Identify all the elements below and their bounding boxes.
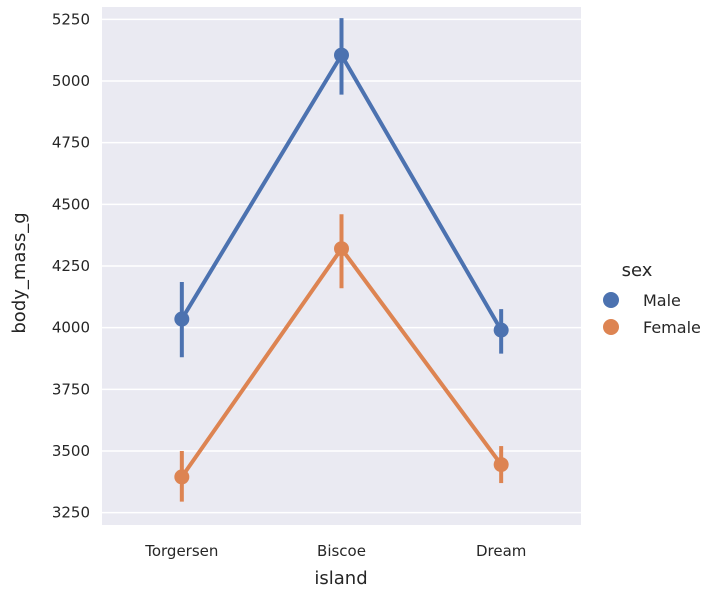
series-layer xyxy=(174,18,509,502)
y-tick-label: 3500 xyxy=(52,442,90,460)
legend-label: Female xyxy=(643,318,701,337)
y-tick-labels: 3250 3500 3750 4000 4250 4500 4750 5000 5250 xyxy=(52,10,90,521)
data-point xyxy=(334,241,349,257)
y-tick-label: 5000 xyxy=(52,72,90,90)
y-tick-label: 4250 xyxy=(52,257,90,275)
legend-title: sex xyxy=(622,260,653,281)
y-tick-label: 3250 xyxy=(52,504,90,522)
legend-label: Male xyxy=(643,291,681,310)
y-tick-label: 3750 xyxy=(52,380,90,398)
y-tick-label: 4500 xyxy=(52,195,90,213)
series-male xyxy=(174,18,509,358)
data-point xyxy=(174,311,190,327)
x-tick-label: Biscoe xyxy=(317,542,366,560)
x-tick-label: Dream xyxy=(476,542,526,560)
data-point xyxy=(174,469,190,485)
y-axis-label: body_mass_g xyxy=(9,212,30,333)
data-point xyxy=(493,322,509,338)
x-axis-label: island xyxy=(314,568,367,589)
legend-marker xyxy=(603,292,619,308)
data-point xyxy=(334,47,349,63)
x-tick-label: Torgersen xyxy=(144,542,218,560)
y-tick-label: 4000 xyxy=(52,319,90,337)
y-tick-label: 5250 xyxy=(52,10,90,28)
series-female xyxy=(174,214,509,502)
x-tick-labels: Torgersen Biscoe Dream xyxy=(144,542,526,560)
legend: sex Male Female xyxy=(603,260,701,337)
y-tick-label: 4750 xyxy=(52,134,90,152)
legend-marker xyxy=(603,319,619,335)
data-point xyxy=(493,457,509,473)
